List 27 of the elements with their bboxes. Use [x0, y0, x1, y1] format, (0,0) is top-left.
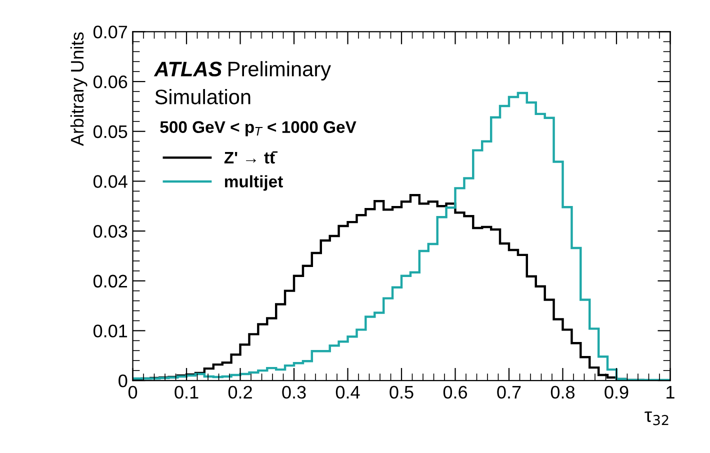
x-tick-label: 0.1: [174, 386, 198, 399]
x-tick-label: 0: [128, 386, 138, 399]
x-tick-label: 0.6: [443, 386, 468, 399]
legend-label: Z' → tt̄: [224, 151, 278, 164]
annotation: 500 GeV < p$_{T}$ < 1000 GeV: [160, 121, 356, 136]
y-tick-label: 0.02: [93, 274, 128, 288]
annotation: Preliminary: [228, 61, 331, 81]
x-tick-label: 0.9: [604, 386, 628, 399]
x-tick-label: 0.4: [336, 386, 360, 399]
y-tick-label: 0.01: [93, 324, 128, 338]
x-tick-label: 0.8: [550, 386, 575, 399]
y-tick-label: 0.07: [93, 26, 128, 38]
annotation: ATLAS: [154, 62, 222, 76]
y-tick-label: 0.05: [93, 125, 128, 138]
y-tick-label: 0: [118, 374, 128, 388]
y-tick-label: 0.06: [93, 75, 128, 88]
y-tick-label: 0.04: [93, 175, 128, 188]
annotation: Simulation: [155, 89, 250, 104]
x-tick-label: 0.7: [497, 386, 521, 399]
x-axis-title: τ$_{32}$: [644, 412, 668, 426]
y-tick-label: 0.03: [93, 224, 128, 238]
y-axis-title: Arbitrary Units: [70, 32, 88, 146]
x-tick-label: 0.3: [282, 386, 306, 399]
x-tick-label: 0.2: [228, 386, 252, 399]
legend-label: multijet: [224, 175, 283, 191]
x-tick-label: 1: [666, 386, 674, 398]
x-tick-label: 0.5: [390, 386, 414, 399]
